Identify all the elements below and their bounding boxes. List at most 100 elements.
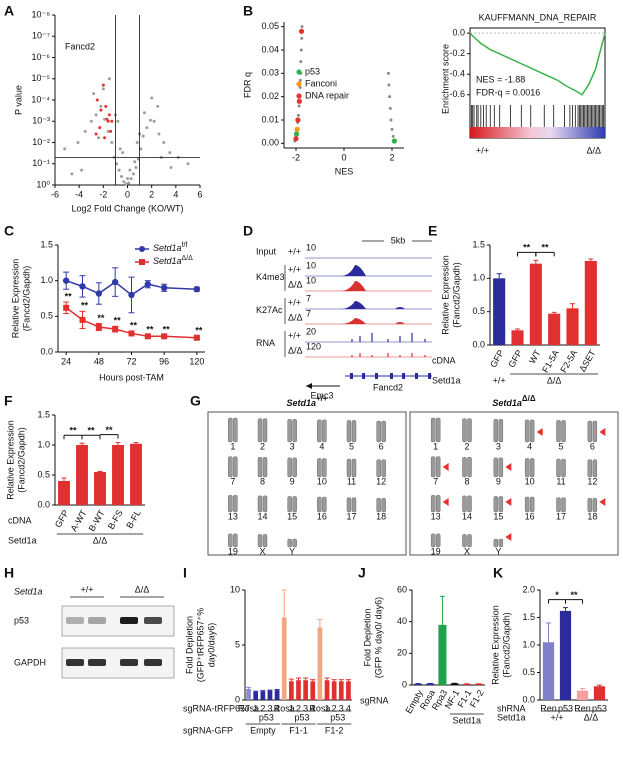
point: [101, 83, 105, 87]
point: [132, 172, 136, 176]
blot-band: [66, 617, 84, 624]
chromosome: [529, 458, 535, 478]
genotype-label: +/+: [288, 264, 301, 274]
y-tick-label: 10⁻⁸: [31, 9, 50, 19]
chromosome: [467, 457, 472, 478]
row-label: sgRNA-tRFP657: [183, 703, 250, 713]
chromosome: [317, 496, 322, 513]
panel-label: K: [493, 565, 503, 581]
legend-gene: Setd1a: [153, 256, 182, 266]
chromosome: [430, 417, 436, 443]
category-label: B-FL: [124, 508, 142, 530]
y-tick-label: 10⁻²: [32, 137, 50, 147]
point: [390, 127, 394, 131]
track-scale: 120: [306, 341, 321, 351]
legend-label: Setd1aΔ/Δ: [153, 255, 193, 267]
bar: [548, 313, 561, 345]
chromosome: [462, 418, 467, 443]
chromosome: [561, 420, 566, 443]
point: [296, 113, 300, 117]
gene-exon: [390, 373, 393, 379]
chromosome: [381, 498, 386, 513]
point: [388, 95, 392, 99]
significance: **: [65, 291, 73, 301]
point: [193, 334, 200, 341]
annotation: Fancd2: [65, 41, 95, 51]
point: [97, 136, 100, 140]
track-peak: [340, 281, 366, 291]
aberration-arrow: [442, 463, 449, 471]
point: [129, 177, 133, 181]
y-tick-label: 10⁻¹: [32, 158, 50, 168]
y-axis-label: (Fancd2/Gapdh): [501, 612, 511, 678]
bar: [303, 680, 308, 700]
chromosome: [346, 420, 352, 443]
point: [95, 324, 102, 331]
category-label: Ren: [574, 703, 591, 713]
chromosome: [257, 418, 263, 443]
gene-exon: [375, 373, 378, 379]
chromosome-label: 1: [230, 441, 235, 451]
chromosome-label: 14: [257, 511, 267, 521]
chromosome: [587, 459, 593, 478]
y-axis-label: FDR q: [242, 72, 252, 98]
y-tick-label: 60: [397, 584, 407, 594]
x-tick-label: 6: [197, 189, 202, 199]
legend-gene: Setd1a: [153, 243, 182, 253]
point: [389, 118, 393, 122]
stat-label: NES = -1.88: [476, 74, 525, 84]
panel-label: F: [4, 393, 13, 409]
comparison-label: **: [523, 243, 531, 253]
y-tick-label: 20: [397, 648, 407, 658]
bar: [58, 481, 70, 505]
category-label: Rosa: [274, 703, 295, 713]
row-label: Setd1a: [8, 535, 37, 545]
y-axis-label: (GFP % day0/ day6): [373, 597, 383, 678]
point: [62, 277, 70, 284]
chromosome-label: 2: [464, 441, 469, 451]
y-tick-label: 1.0: [522, 639, 535, 649]
group-label: +/+: [550, 712, 563, 722]
category-label: F1-2: [468, 688, 486, 709]
group-label: Δ/Δ: [584, 712, 599, 722]
chromosome: [498, 419, 504, 443]
legend-marker: [139, 246, 145, 252]
karyotype-frame: [207, 411, 407, 556]
blot-band: [120, 617, 138, 624]
point: [118, 147, 122, 151]
point: [293, 136, 299, 142]
y-tick-label: -0.2: [449, 48, 465, 58]
point: [107, 77, 111, 81]
y-axis-label: Relative Expression: [5, 420, 15, 500]
y-tick-label: 1.0: [37, 439, 50, 449]
legend-marker: [296, 81, 302, 87]
point: [94, 113, 98, 117]
group-label: p53: [330, 712, 345, 722]
gene-label: Setd1a: [14, 586, 43, 596]
chromosome-label: 9: [496, 476, 501, 486]
chromosome-label: 15: [493, 511, 503, 521]
panel-label: D: [243, 223, 253, 239]
point: [98, 126, 102, 130]
y-tick-label: 0.0: [472, 339, 485, 349]
group-label: Δ/Δ: [93, 535, 108, 545]
y-tick-label: 0.5: [40, 311, 53, 321]
blot-band: [66, 659, 84, 666]
point: [388, 106, 392, 110]
y-tick-label: 0.0: [452, 28, 465, 38]
chromosome: [262, 495, 268, 513]
y-tick-label: 1.5: [522, 612, 535, 622]
bar: [338, 681, 344, 700]
point: [148, 118, 152, 122]
chromosome: [322, 458, 327, 478]
chromosome-label: 18: [376, 511, 386, 521]
point: [76, 141, 80, 144]
chromosome-label: Y: [289, 546, 295, 556]
group-label: p53: [259, 712, 274, 722]
point: [193, 286, 201, 293]
chromosome: [462, 457, 467, 478]
karyotype-gene: Setd1a: [286, 398, 316, 408]
point: [141, 134, 145, 138]
y-axis-label: (Fancd2/Gapdh): [21, 266, 31, 332]
y-axis-label: Relative Expression: [440, 255, 450, 335]
